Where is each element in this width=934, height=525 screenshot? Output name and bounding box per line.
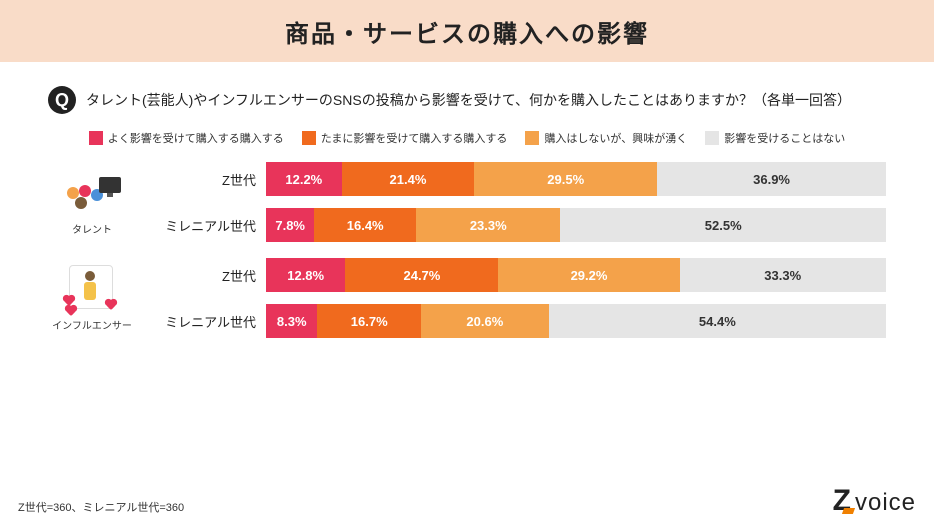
page-title: 商品・サービスの購入への影響 <box>285 14 649 49</box>
bar-row: ミレニアル世代 7.8%16.4%23.3%52.5% <box>146 208 886 242</box>
bar-segment-interested: 23.3% <box>416 208 560 242</box>
bar-segment-interested: 29.5% <box>474 162 657 196</box>
row-label: Z世代 <box>146 170 256 189</box>
bar-row: ミレニアル世代 8.3%16.7%20.6%54.4% <box>146 304 886 338</box>
bar-row: Z世代 12.2%21.4%29.5%36.9% <box>146 162 886 196</box>
group-left: タレント <box>48 169 136 236</box>
chart-group-influencer: インフルエンサー Z世代 12.8%24.7%29.2%33.3% ミレニアル世代 8.… <box>48 258 886 338</box>
bar-segment-interested: 20.6% <box>421 304 549 338</box>
legend-label: たまに影響を受けて購入する購入する <box>321 130 508 146</box>
content-area: Q タレント(芸能人)やインフルエンサーのSNSの投稿から影響を受けて、何かを購… <box>0 62 934 338</box>
group-label: タレント <box>72 221 112 236</box>
brand-logo: Z voice <box>833 486 916 517</box>
legend-label: 購入はしないが、興味が湧く <box>544 130 687 146</box>
legend-label: よく影響を受けて購入する購入する <box>108 130 284 146</box>
legend-item: たまに影響を受けて購入する購入する <box>302 130 508 146</box>
influencer-illustration-icon <box>63 265 121 313</box>
bar-segment-sometimes: 21.4% <box>342 162 475 196</box>
legend-item: 購入はしないが、興味が湧く <box>525 130 687 146</box>
stacked-bar: 12.2%21.4%29.5%36.9% <box>266 162 886 196</box>
stacked-bar: 8.3%16.7%20.6%54.4% <box>266 304 886 338</box>
bar-segment-sometimes: 24.7% <box>345 258 498 292</box>
legend-swatch-icon <box>525 131 539 145</box>
legend: よく影響を受けて購入する購入する たまに影響を受けて購入する購入する 購入はしないが… <box>48 130 886 146</box>
bar-segment-often: 12.8% <box>266 258 345 292</box>
legend-item: 影響を受けることはない <box>705 130 845 146</box>
group-left: インフルエンサー <box>48 265 136 332</box>
bar-segment-often: 12.2% <box>266 162 342 196</box>
row-label: ミレニアル世代 <box>146 312 256 331</box>
bar-row: Z世代 12.8%24.7%29.2%33.3% <box>146 258 886 292</box>
stacked-bar: 7.8%16.4%23.3%52.5% <box>266 208 886 242</box>
bar-segment-often: 8.3% <box>266 304 317 338</box>
bar-segment-never: 33.3% <box>680 258 886 292</box>
bar-segment-sometimes: 16.7% <box>317 304 421 338</box>
chart-container: タレントZ世代12.2%21.4%29.5%36.9%ミレニアル世代7.8%16… <box>48 162 886 338</box>
stacked-bar: 12.8%24.7%29.2%33.3% <box>266 258 886 292</box>
bar-segment-never: 36.9% <box>657 162 886 196</box>
talent-illustration-icon <box>63 169 121 217</box>
rows-column: Z世代12.8%24.7%29.2%33.3%ミレニアル世代8.3%16.7%2… <box>146 258 886 338</box>
bar-segment-interested: 29.2% <box>498 258 679 292</box>
title-band: 商品・サービスの購入への影響 <box>0 0 934 62</box>
rows-column: Z世代12.2%21.4%29.5%36.9%ミレニアル世代7.8%16.4%2… <box>146 162 886 242</box>
bar-segment-often: 7.8% <box>266 208 314 242</box>
footer-sample-size: Z世代=360、ミレニアル世代=360 <box>18 499 184 515</box>
question-text: タレント(芸能人)やインフルエンサーのSNSの投稿から影響を受けて、何かを購入し… <box>86 90 851 110</box>
legend-swatch-icon <box>705 131 719 145</box>
question-row: Q タレント(芸能人)やインフルエンサーのSNSの投稿から影響を受けて、何かを購… <box>48 86 886 114</box>
legend-swatch-icon <box>89 131 103 145</box>
group-label: インフルエンサー <box>52 317 132 332</box>
brand-z-icon: Z <box>833 486 851 516</box>
question-marker-icon: Q <box>48 86 76 114</box>
brand-accent-icon <box>842 508 855 514</box>
legend-swatch-icon <box>302 131 316 145</box>
legend-item: よく影響を受けて購入する購入する <box>89 130 284 146</box>
row-label: Z世代 <box>146 266 256 285</box>
legend-label: 影響を受けることはない <box>724 130 845 146</box>
row-label: ミレニアル世代 <box>146 216 256 235</box>
brand-voice-text: voice <box>855 489 916 517</box>
bar-segment-sometimes: 16.4% <box>314 208 416 242</box>
bar-segment-never: 52.5% <box>560 208 886 242</box>
chart-group-talent: タレント Z世代 12.2%21.4%29.5%36.9% ミレニアル世代 7.8%16… <box>48 162 886 242</box>
bar-segment-never: 54.4% <box>549 304 886 338</box>
